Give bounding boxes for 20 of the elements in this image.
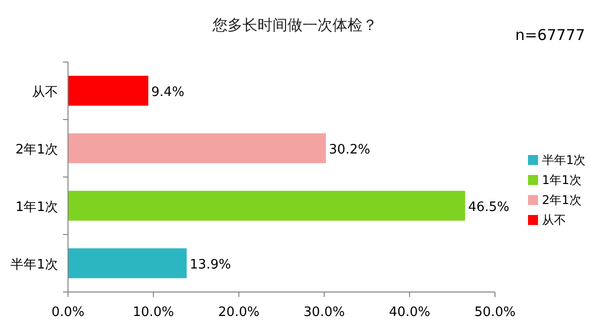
data-label: 13.9% bbox=[190, 257, 232, 272]
y-tick-label: 1年1次 bbox=[15, 200, 58, 215]
x-tick-label: 0.0% bbox=[51, 305, 85, 320]
y-tick-label: 半年1次 bbox=[10, 257, 58, 272]
x-tick-label: 30.0% bbox=[304, 305, 345, 320]
y-tick-label: 从不 bbox=[32, 84, 58, 100]
x-tick-label: 40.0% bbox=[388, 305, 430, 320]
legend-label: 半年1次 bbox=[542, 153, 586, 167]
legend-label: 从不 bbox=[542, 213, 566, 227]
x-tick-label: 50.0% bbox=[474, 305, 516, 320]
data-label: 9.4% bbox=[151, 84, 184, 100]
y-tick-label: 2年1次 bbox=[15, 142, 58, 158]
legend-label: 1年1次 bbox=[542, 173, 582, 187]
text: n=67777 bbox=[515, 26, 585, 44]
x-tick-label: 20.0% bbox=[218, 305, 260, 320]
x-tick-label: 10.0% bbox=[132, 305, 174, 320]
data-label: 46.5% bbox=[468, 200, 510, 215]
chart-title: 您多长时间做一次体检？ bbox=[212, 16, 378, 34]
data-label: 30.2% bbox=[328, 142, 370, 158]
legend-label: 2年1次 bbox=[542, 193, 582, 207]
